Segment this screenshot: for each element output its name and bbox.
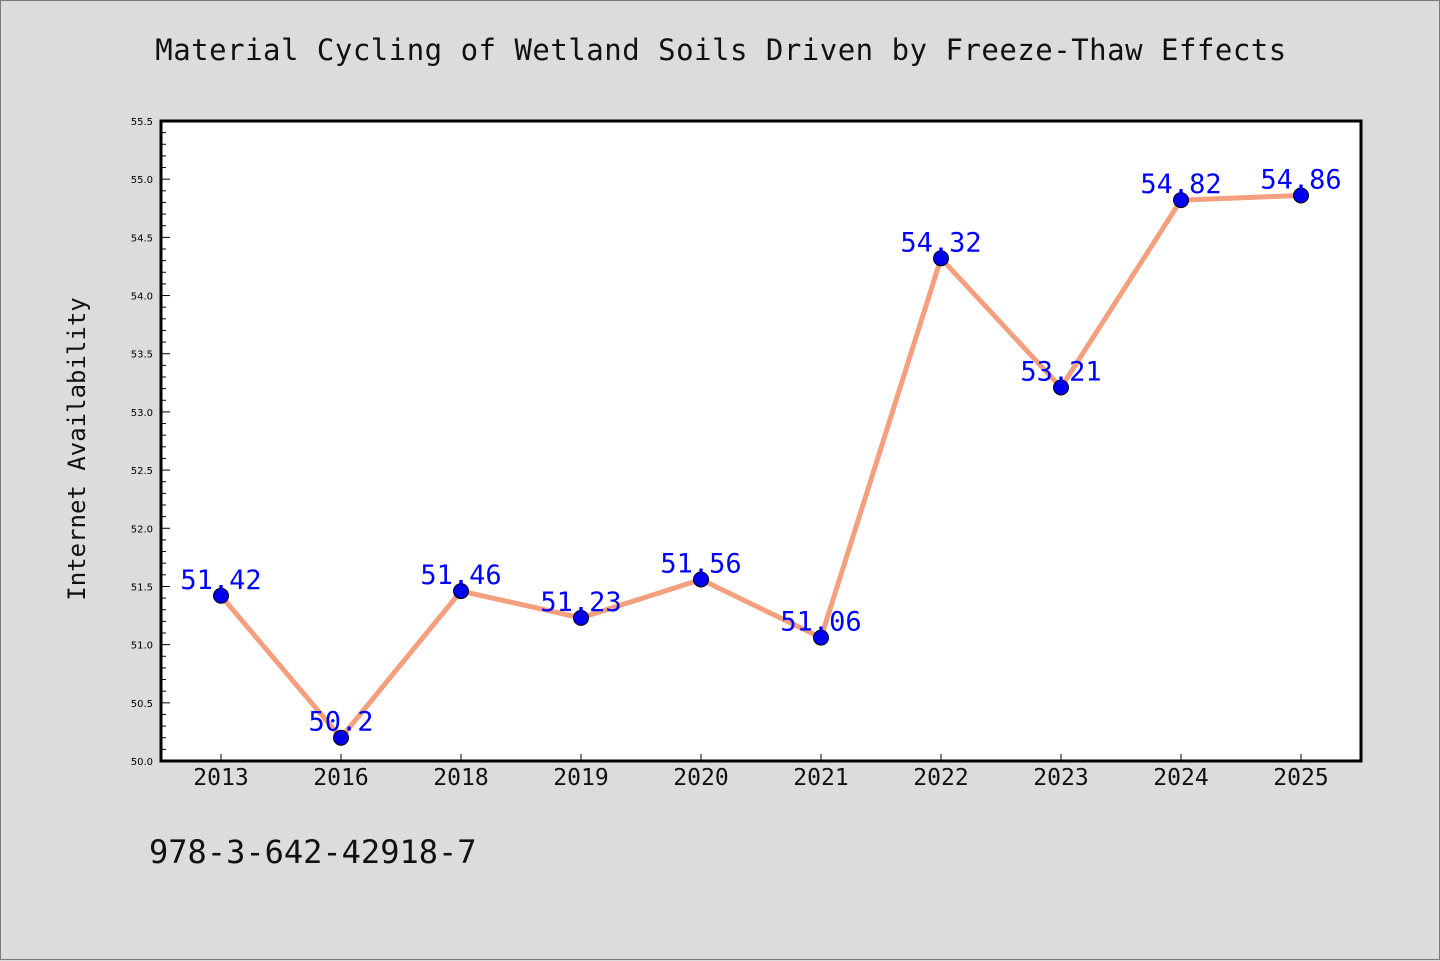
series-0: 51.42 50.2 51.46 51.23 51.56 51.06 54.32 53.21 5… xyxy=(180,164,1342,746)
x-tick-label: 2020 xyxy=(673,765,728,791)
data-label: 51.23 xyxy=(540,587,621,618)
data-point xyxy=(213,587,229,604)
y-axis-label: Internet Availability xyxy=(63,297,91,600)
data-point xyxy=(813,629,829,646)
data-label: 50.2 xyxy=(308,707,373,738)
y-tick-label: 55.5 xyxy=(131,117,153,128)
y-tick-label: 52.5 xyxy=(131,466,153,477)
footer-code: 978-3-642-42918-7 xyxy=(149,833,477,871)
y-tick-label: 53.0 xyxy=(131,408,153,419)
data-point xyxy=(333,729,349,746)
x-tick-label: 2024 xyxy=(1153,765,1208,791)
plot-frame xyxy=(159,119,1363,763)
x-tick-label: 2025 xyxy=(1273,765,1328,791)
chart-title: Material Cycling of Wetland Soils Driven… xyxy=(155,33,1287,67)
y-tick-label: 50.5 xyxy=(131,699,153,710)
data-label: 54.82 xyxy=(1140,169,1221,200)
data-label: 51.56 xyxy=(660,548,741,579)
plot-area xyxy=(161,121,1361,761)
x-axis: 2013 2016 2018 2019 2020 2021 2022 2023 2024 2025 xyxy=(193,754,1329,791)
data-label: 54.32 xyxy=(900,227,981,258)
y-tick-label: 51.5 xyxy=(131,582,153,593)
data-point xyxy=(573,609,589,626)
series-line xyxy=(218,192,1304,741)
data-point xyxy=(1173,192,1189,209)
data-point xyxy=(1053,379,1069,396)
y-tick-label: 52.0 xyxy=(131,524,153,535)
data-label: 53.21 xyxy=(1020,356,1101,387)
data-point xyxy=(693,571,709,588)
x-tick-label: 2019 xyxy=(553,765,608,791)
x-tick-label: 2023 xyxy=(1033,765,1088,791)
x-tick-label: 2013 xyxy=(193,765,248,791)
y-tick-label: 54.0 xyxy=(131,292,153,303)
x-tick-label: 2022 xyxy=(913,765,968,791)
data-point xyxy=(1293,187,1309,204)
y-tick-label: 55.0 xyxy=(131,175,153,186)
y-tick-label: 50.0 xyxy=(131,757,153,768)
x-tick-label: 2018 xyxy=(433,765,488,791)
y-tick-label: 54.5 xyxy=(131,233,153,244)
data-point xyxy=(453,583,469,600)
x-tick-label: 2016 xyxy=(313,765,368,791)
y-axis: 50.0 50.5 51.0 51.5 52.0 52.5 53.0 53.5 54.0 54.5… xyxy=(131,117,170,768)
data-label: 51.06 xyxy=(780,607,861,638)
y-tick-label: 53.5 xyxy=(131,350,153,361)
data-label: 51.46 xyxy=(420,560,501,591)
data-label: 54.86 xyxy=(1260,164,1341,195)
x-tick-label: 2021 xyxy=(793,765,848,791)
data-label: 51.42 xyxy=(180,565,261,596)
data-point xyxy=(933,250,949,267)
y-tick-label: 51.0 xyxy=(131,641,153,652)
